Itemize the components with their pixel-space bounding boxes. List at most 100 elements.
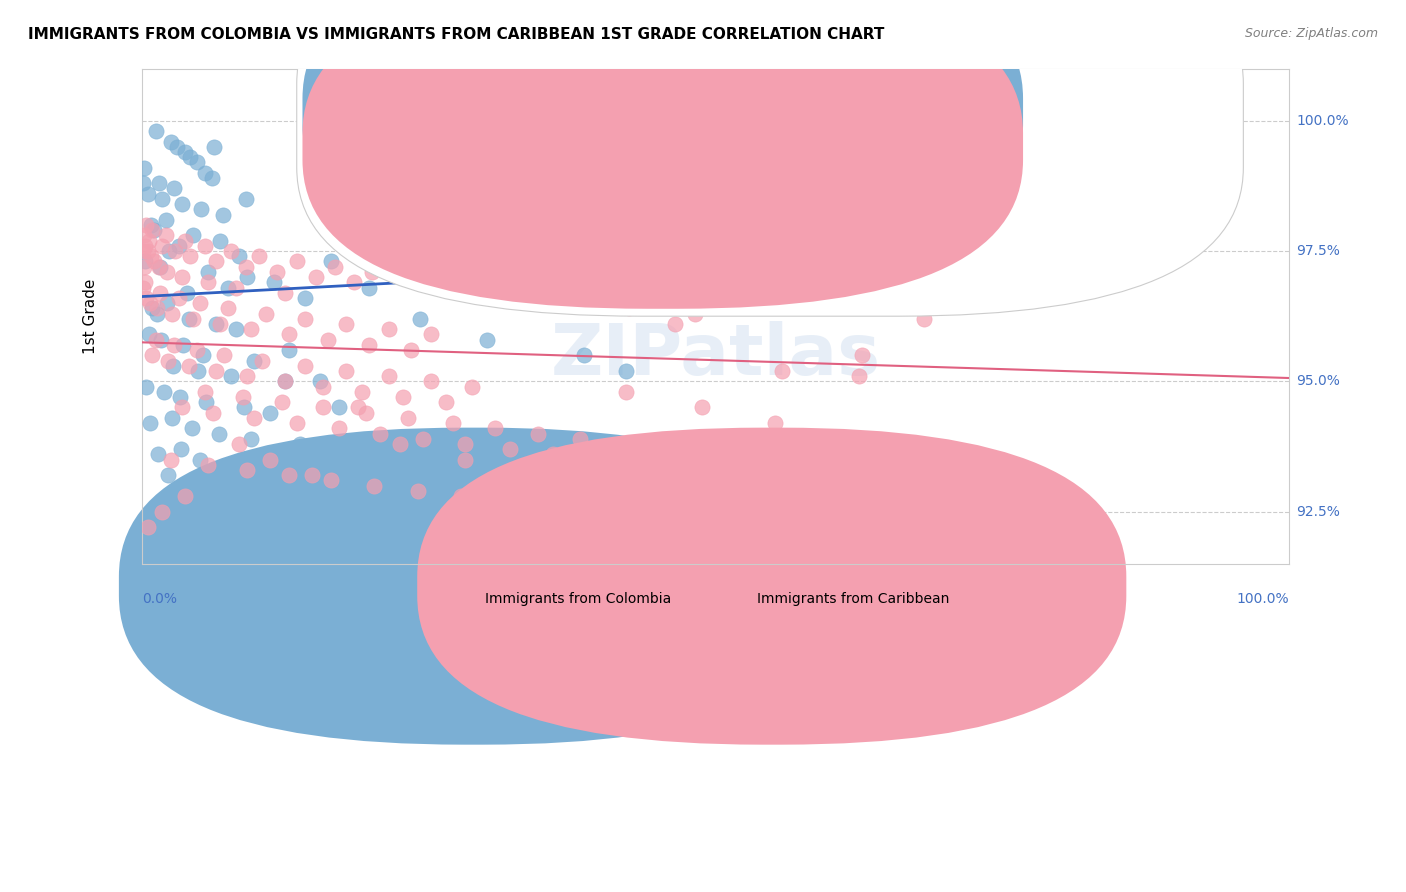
Point bbox=[412, 432, 434, 446]
Point bbox=[277, 343, 299, 357]
Point bbox=[225, 322, 247, 336]
Point bbox=[174, 145, 197, 159]
Point bbox=[187, 364, 209, 378]
Point bbox=[170, 197, 193, 211]
Text: R =: R = bbox=[688, 136, 720, 151]
Point bbox=[134, 239, 156, 253]
Point bbox=[441, 416, 464, 430]
Point bbox=[339, 62, 361, 76]
Point bbox=[157, 468, 180, 483]
Point bbox=[247, 249, 270, 263]
Point bbox=[179, 249, 201, 263]
Point bbox=[132, 280, 155, 294]
Point bbox=[294, 359, 316, 373]
Point bbox=[534, 500, 557, 514]
Point bbox=[159, 135, 181, 149]
Point bbox=[233, 401, 256, 415]
Point bbox=[149, 285, 172, 300]
Point bbox=[167, 239, 190, 253]
Text: 148: 148 bbox=[859, 136, 891, 151]
Point bbox=[157, 244, 180, 258]
Point bbox=[134, 228, 156, 243]
Point bbox=[312, 401, 335, 415]
Point bbox=[354, 406, 377, 420]
Point bbox=[186, 155, 208, 169]
Point bbox=[370, 426, 392, 441]
Point bbox=[134, 260, 156, 274]
Text: IMMIGRANTS FROM COLOMBIA VS IMMIGRANTS FROM CARIBBEAN 1ST GRADE CORRELATION CHAR: IMMIGRANTS FROM COLOMBIA VS IMMIGRANTS F… bbox=[28, 27, 884, 42]
Point bbox=[357, 338, 380, 352]
Point bbox=[134, 275, 156, 289]
Point bbox=[328, 421, 350, 435]
Point bbox=[799, 254, 821, 268]
Point bbox=[138, 234, 160, 248]
Point bbox=[569, 432, 592, 446]
Point bbox=[461, 379, 484, 393]
Point bbox=[205, 317, 228, 331]
Point bbox=[190, 202, 212, 217]
Point bbox=[294, 291, 316, 305]
Point bbox=[191, 348, 214, 362]
Point bbox=[851, 348, 873, 362]
Point bbox=[408, 483, 430, 498]
Point bbox=[174, 234, 197, 248]
Point bbox=[134, 254, 156, 268]
Point bbox=[1000, 280, 1022, 294]
Point bbox=[176, 285, 198, 300]
Point bbox=[186, 343, 208, 357]
Point bbox=[312, 379, 335, 393]
Point bbox=[388, 67, 411, 81]
Point bbox=[170, 270, 193, 285]
Point bbox=[408, 311, 430, 326]
Point bbox=[228, 437, 250, 451]
Text: 1st Grade: 1st Grade bbox=[83, 278, 97, 354]
Point bbox=[139, 249, 162, 263]
Point bbox=[454, 452, 477, 467]
Point bbox=[801, 296, 824, 310]
Point bbox=[316, 333, 339, 347]
Text: 0.413: 0.413 bbox=[749, 101, 799, 116]
Point bbox=[136, 520, 159, 534]
Point bbox=[188, 296, 211, 310]
Point bbox=[352, 384, 374, 399]
Point bbox=[160, 307, 183, 321]
Point bbox=[321, 474, 343, 488]
Point bbox=[243, 353, 266, 368]
Text: 95.0%: 95.0% bbox=[1296, 375, 1340, 388]
Point bbox=[236, 369, 259, 384]
Point bbox=[366, 228, 388, 243]
Point bbox=[194, 166, 217, 180]
Point bbox=[305, 270, 328, 285]
Point bbox=[194, 384, 217, 399]
Point bbox=[683, 307, 706, 321]
Point bbox=[134, 161, 156, 175]
Point bbox=[143, 223, 166, 237]
Text: Source: ZipAtlas.com: Source: ZipAtlas.com bbox=[1244, 27, 1378, 40]
Point bbox=[652, 244, 675, 258]
Point bbox=[202, 139, 225, 153]
Point bbox=[277, 327, 299, 342]
Point bbox=[277, 468, 299, 483]
Point bbox=[912, 311, 935, 326]
Point bbox=[664, 317, 686, 331]
Point bbox=[235, 192, 257, 206]
FancyBboxPatch shape bbox=[302, 0, 1024, 309]
Point bbox=[481, 228, 503, 243]
Point bbox=[152, 505, 174, 519]
Point bbox=[492, 494, 515, 508]
Point bbox=[141, 223, 163, 237]
Point bbox=[183, 228, 205, 243]
Point bbox=[346, 401, 368, 415]
Point bbox=[576, 296, 599, 310]
Point bbox=[343, 275, 366, 289]
Point bbox=[162, 359, 184, 373]
Point bbox=[177, 311, 200, 326]
Point bbox=[143, 254, 166, 268]
Point bbox=[614, 364, 637, 378]
Point bbox=[148, 176, 170, 190]
Point bbox=[169, 390, 191, 404]
Text: 0.010: 0.010 bbox=[749, 136, 799, 151]
Point bbox=[323, 260, 346, 274]
FancyBboxPatch shape bbox=[302, 0, 1024, 274]
Point bbox=[450, 489, 472, 503]
